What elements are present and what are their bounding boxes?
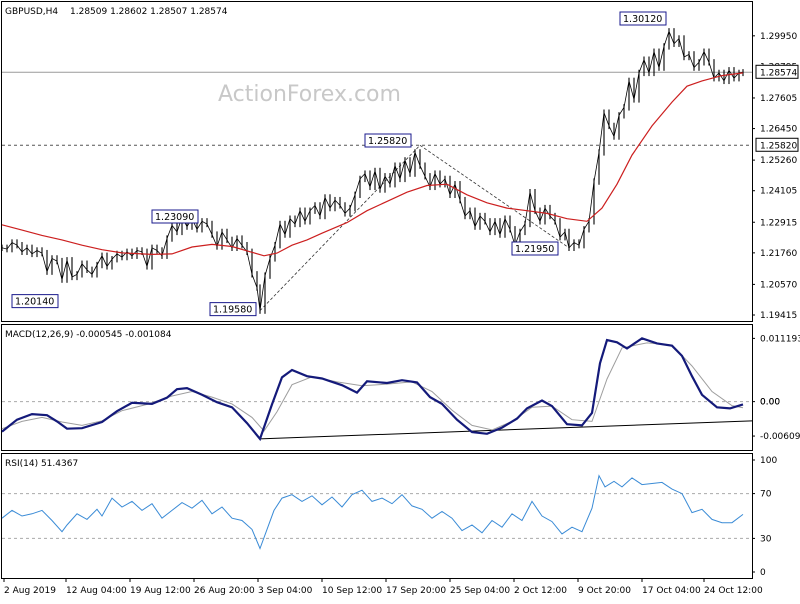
macd-trendline	[259, 420, 753, 440]
price-annotations: 1.30120 1.25820 1.23090 1.21950 1.20140 1.195…	[11, 11, 667, 317]
time-tick-label: 17 Sep 20:00	[386, 586, 446, 596]
price-tick-label: 1.24105	[760, 187, 797, 197]
annotation-label: 1.20140	[15, 297, 54, 308]
price-close-line	[1, 30, 744, 311]
moving-average-line	[1, 72, 744, 257]
time-tick-label: 26 Aug 20:00	[194, 586, 255, 596]
annotation-box	[619, 11, 667, 26]
macd-header: MACD(12,26,9) -0.000545 -0.001084	[5, 330, 172, 340]
time-axis: 2 Aug 2019 12 Aug 04:00 19 Aug 12:00 26 Aug…	[3, 578, 763, 596]
price-panel-frame	[1, 1, 753, 322]
annotation-label: 1.19580	[213, 305, 252, 316]
time-tick-label: 10 Sep 12:00	[322, 586, 382, 596]
rsi-layer	[1, 474, 752, 550]
price-tick-label: 1.22915	[760, 218, 797, 228]
time-tick-label: 25 Sep 04:00	[450, 586, 510, 596]
time-tick-label: 2 Oct 12:00	[514, 586, 567, 596]
watermark: ActionForex.com	[218, 82, 401, 107]
macd-tick-label: -0.006094	[760, 432, 800, 442]
time-tick-label: 24 Oct 12:00	[704, 586, 763, 596]
price-tick-label: 1.19415	[760, 311, 797, 321]
current-price-tag	[755, 64, 799, 79]
macd-value-tag: 0.00	[760, 398, 780, 408]
price-tick-label: 1.29950	[760, 32, 797, 42]
trendline-1	[419, 144, 570, 249]
macd-line	[1, 337, 744, 442]
annotation-box	[151, 209, 199, 224]
annotation-box	[11, 294, 59, 309]
annotation-box	[364, 133, 412, 148]
time-tick-label: 19 Aug 12:00	[130, 586, 191, 596]
trendline-0	[259, 144, 421, 311]
level-price-value: 1.25820	[760, 141, 797, 151]
macd-signal-line	[1, 342, 744, 432]
rsi-line	[1, 474, 744, 550]
macd-tick-label: 0.011193	[760, 334, 800, 344]
macd-tick-label: 0.00	[760, 398, 780, 408]
annotation-label: 1.23090	[155, 212, 194, 223]
price-tick-label: 1.26450	[760, 125, 797, 135]
price-header-ohlc: 1.28509 1.28602 1.28507 1.28574	[70, 7, 228, 17]
rsi-header: RSI(14) 51.4367	[5, 459, 78, 469]
rsi-tick-label: 70	[760, 490, 772, 500]
rsi-tick-label: 30	[760, 534, 772, 544]
price-tick-label: 1.25260	[760, 156, 797, 166]
time-tick-label: 2 Aug 2019	[4, 586, 56, 596]
time-tick-label: 9 Oct 20:00	[578, 586, 631, 596]
annotation-box	[209, 302, 257, 317]
macd-layer	[1, 337, 753, 442]
price-series-layer	[1, 28, 744, 314]
level-price-tag	[755, 137, 799, 152]
rsi-panel-frame	[1, 453, 753, 579]
time-tick-label: 12 Aug 04:00	[66, 586, 127, 596]
annotation-label: 1.21950	[515, 244, 554, 255]
price-tick-label: 1.21760	[760, 249, 797, 259]
annotation-label: 1.30120	[623, 14, 662, 25]
macd-panel-frame	[1, 324, 753, 451]
price-tick-label: 1.20570	[760, 280, 797, 290]
annotation-label: 1.25820	[368, 136, 407, 147]
price-header-symbol: GBPUSD,H4	[5, 7, 58, 17]
time-tick-label: 17 Oct 04:00	[642, 586, 701, 596]
annotation-box	[511, 241, 559, 256]
rsi-tick-label: 0	[760, 568, 766, 578]
time-tick-label: 3 Sep 04:00	[258, 586, 313, 596]
rsi-tick-label: 100	[760, 456, 777, 466]
price-axis: 1.29950 1.27605 1.26450 1.25260 1.24105 1.229…	[752, 32, 799, 321]
price-tick-label: 1.27605	[760, 94, 797, 104]
rsi-axis: 100 70 30 0	[752, 456, 777, 578]
current-price-value: 1.28574	[760, 68, 797, 78]
